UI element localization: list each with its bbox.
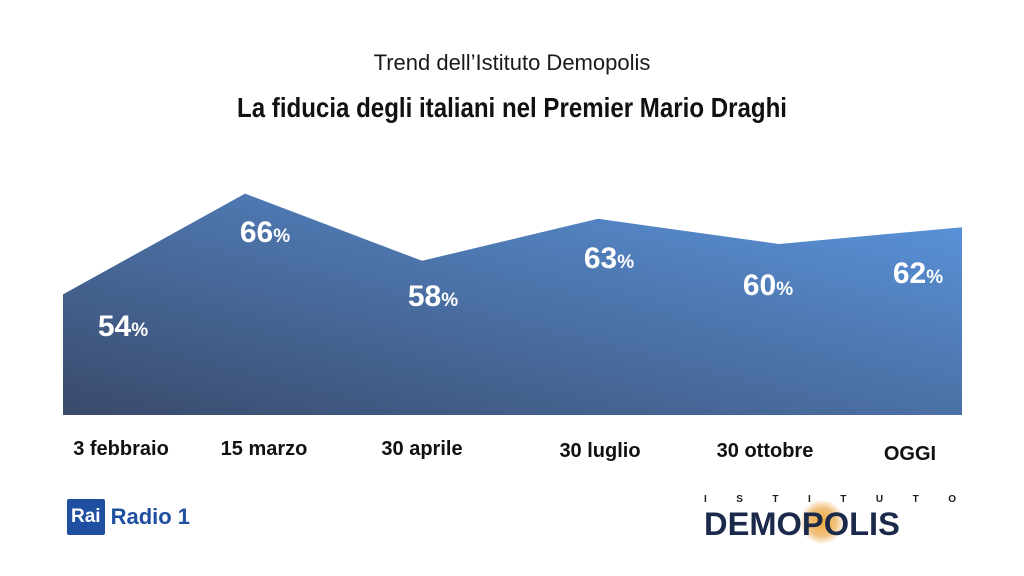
rai-radio1-logo: Rai Radio 1 [67, 497, 190, 537]
rai-logo-box: Rai [67, 499, 105, 535]
demopolis-letter: U [875, 494, 884, 505]
data-label: 58% [408, 280, 458, 313]
demopolis-letter: S [736, 494, 743, 505]
demopolis-letter: I [704, 494, 707, 505]
demopolis-letter: T [840, 494, 847, 505]
demopolis-letter: T [772, 494, 779, 505]
category-label: 3 febbraio [73, 438, 169, 460]
category-label: 30 aprile [381, 438, 462, 460]
demopolis-wordmark: DEMOPOLIS [704, 506, 900, 542]
data-label: 54% [98, 310, 148, 343]
category-label: 15 marzo [221, 438, 308, 460]
sun-icon [800, 500, 844, 544]
demopolis-letter: I [808, 494, 811, 505]
category-label: 30 luglio [559, 440, 640, 462]
data-label: 62% [893, 257, 943, 290]
radio1-logo-text: Radio 1 [110, 504, 191, 529]
chart-title: La fiducia degli italiani nel Premier Ma… [237, 92, 787, 123]
chart-subtitle: Trend dell’Istituto Demopolis [373, 50, 651, 75]
data-label: 63% [584, 242, 634, 275]
area-chart: 54% 66% 58% 63% 60% 62% 3 febbraio 15 marzo 30 a… [63, 193, 962, 465]
trend-area [63, 193, 962, 415]
data-label: 60% [743, 269, 793, 302]
category-label: OGGI [884, 443, 936, 465]
demopolis-letter: T [912, 494, 919, 505]
demopolis-logo: I S T I T U T O DEMOPOLIS [700, 494, 960, 544]
category-label: 30 ottobre [717, 440, 814, 462]
data-label: 66% [240, 216, 290, 249]
demopolis-letter: O [948, 494, 956, 505]
